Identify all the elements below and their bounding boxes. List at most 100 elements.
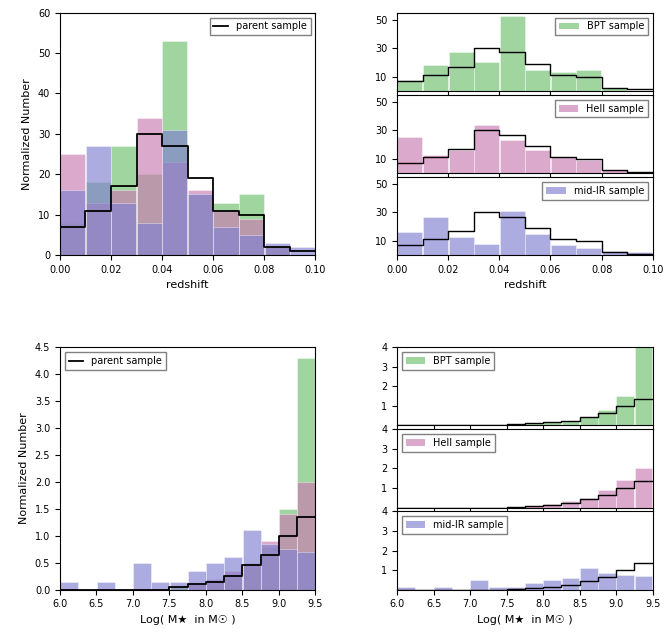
- Bar: [434, 586, 452, 590]
- Bar: [297, 358, 315, 590]
- Bar: [151, 581, 169, 590]
- Bar: [170, 587, 188, 590]
- Bar: [60, 154, 85, 255]
- X-axis label: redshift: redshift: [166, 280, 209, 290]
- Bar: [598, 490, 616, 507]
- Bar: [474, 125, 499, 173]
- Bar: [279, 509, 297, 590]
- Bar: [261, 541, 279, 590]
- Bar: [525, 234, 550, 255]
- Bar: [261, 547, 279, 590]
- Bar: [507, 586, 525, 590]
- Bar: [543, 503, 561, 507]
- Bar: [188, 571, 206, 590]
- Bar: [635, 576, 653, 590]
- Bar: [206, 563, 224, 590]
- Bar: [264, 243, 290, 255]
- Bar: [206, 579, 224, 590]
- Bar: [561, 501, 579, 507]
- Bar: [261, 544, 279, 590]
- Bar: [602, 88, 627, 91]
- Bar: [188, 585, 206, 590]
- Bar: [580, 498, 598, 507]
- Bar: [214, 203, 238, 255]
- Bar: [561, 578, 579, 590]
- Bar: [279, 549, 297, 590]
- Bar: [635, 469, 653, 507]
- Bar: [598, 410, 616, 425]
- Bar: [561, 420, 579, 425]
- Bar: [507, 424, 525, 425]
- Bar: [616, 480, 634, 507]
- Bar: [525, 150, 550, 173]
- Bar: [525, 424, 543, 425]
- Bar: [551, 72, 576, 91]
- Bar: [635, 341, 653, 425]
- Bar: [86, 183, 111, 255]
- Bar: [163, 130, 187, 255]
- Bar: [500, 15, 525, 91]
- Bar: [86, 203, 111, 255]
- Bar: [543, 422, 561, 425]
- Bar: [576, 160, 601, 173]
- Bar: [448, 236, 474, 255]
- Bar: [264, 247, 290, 255]
- Bar: [576, 248, 601, 255]
- Bar: [448, 150, 474, 173]
- Bar: [543, 580, 561, 590]
- Bar: [224, 571, 242, 590]
- Bar: [170, 581, 188, 590]
- Legend: HeII sample: HeII sample: [402, 434, 495, 452]
- X-axis label: redshift: redshift: [503, 280, 546, 290]
- Bar: [242, 566, 260, 590]
- Bar: [423, 65, 448, 91]
- Bar: [525, 70, 550, 91]
- Bar: [398, 79, 422, 91]
- Legend: mid-IR sample: mid-IR sample: [542, 182, 648, 200]
- Bar: [551, 245, 576, 255]
- Bar: [398, 138, 422, 173]
- Bar: [580, 417, 598, 425]
- Bar: [525, 583, 543, 590]
- Legend: HeII sample: HeII sample: [555, 100, 648, 117]
- Bar: [500, 211, 525, 255]
- Legend: BPT sample: BPT sample: [402, 352, 494, 370]
- X-axis label: Log( M★  in M☉ ): Log( M★ in M☉ ): [477, 615, 573, 625]
- Bar: [224, 576, 242, 590]
- Legend: mid-IR sample: mid-IR sample: [402, 516, 507, 534]
- Bar: [188, 195, 213, 255]
- Bar: [616, 575, 634, 590]
- Legend: BPT sample: BPT sample: [555, 18, 648, 36]
- Legend: parent sample: parent sample: [65, 352, 166, 370]
- Bar: [97, 581, 115, 590]
- Bar: [474, 243, 499, 255]
- Y-axis label: Normalized Number: Normalized Number: [22, 78, 32, 190]
- Bar: [423, 217, 448, 255]
- Bar: [188, 195, 213, 255]
- Bar: [290, 247, 315, 255]
- Bar: [188, 585, 206, 590]
- Legend: parent sample: parent sample: [210, 18, 310, 36]
- Bar: [489, 586, 507, 590]
- Bar: [163, 41, 187, 255]
- Bar: [602, 251, 627, 255]
- Bar: [188, 190, 213, 255]
- Bar: [500, 140, 525, 173]
- Bar: [602, 170, 627, 173]
- Bar: [470, 580, 488, 590]
- Bar: [133, 563, 151, 590]
- Bar: [214, 210, 238, 255]
- Bar: [423, 155, 448, 173]
- Bar: [242, 531, 260, 590]
- Bar: [580, 568, 598, 590]
- Bar: [616, 396, 634, 425]
- Bar: [111, 203, 137, 255]
- Bar: [297, 552, 315, 590]
- Bar: [137, 174, 162, 255]
- Bar: [239, 235, 264, 255]
- Bar: [206, 581, 224, 590]
- Bar: [60, 223, 85, 255]
- Bar: [111, 190, 137, 255]
- Bar: [448, 53, 474, 91]
- Bar: [137, 118, 162, 255]
